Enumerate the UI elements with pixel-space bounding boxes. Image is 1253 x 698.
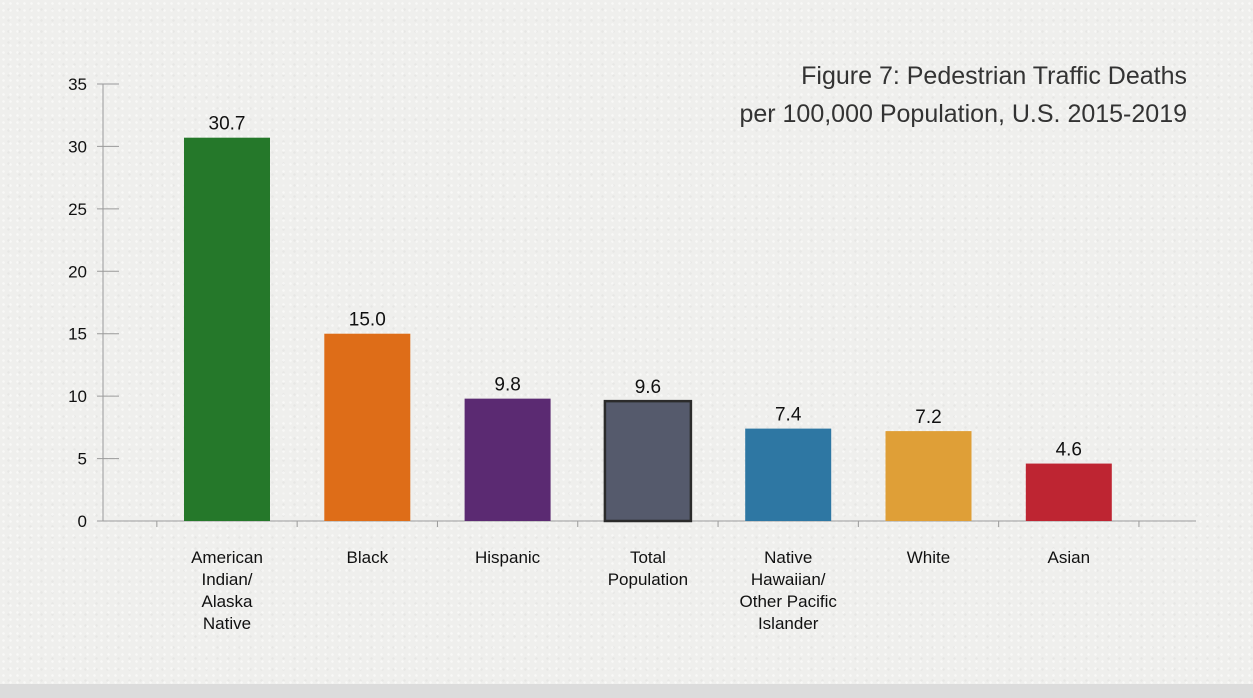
labels: 30.7 American Indian/Alaska Native 15.0 Black… [191,114,1090,633]
y-tick-label: 35 [68,75,87,94]
y-tick-label: 30 [68,137,87,156]
y-tick-label: 10 [68,387,87,406]
chart-title: Figure 7: Pedestrian Traffic Deaths per … [739,62,1187,128]
chart-title-line-1: Figure 7: Pedestrian Traffic Deaths [801,62,1187,90]
data-label: 9.6 [635,377,661,398]
y-tick-label: 15 [68,325,87,344]
bar [324,333,411,521]
bars [184,137,1112,523]
chart-title-line-2: per 100,000 Population, U.S. 2015-2019 [739,100,1187,128]
category-label: Asian [1048,548,1091,567]
data-label: 30.7 [209,114,246,135]
bar [184,137,270,521]
data-label: 7.4 [775,405,802,426]
data-label: 7.2 [915,407,941,428]
y-tick-label: 5 [78,450,87,469]
axes: 0 5 10 15 20 25 30 35 [68,75,1196,531]
category-label: Hispanic [475,548,541,567]
y-tick-label: 20 [68,262,87,281]
y-tick-label: 25 [68,200,87,219]
data-label: 4.6 [1056,440,1082,461]
data-label: 9.8 [494,375,520,396]
bar [464,398,551,521]
y-tick-label: 0 [78,512,87,531]
category-label: American Indian/Alaska Native [191,548,263,633]
category-label: Black [347,548,389,567]
bar [603,399,693,523]
data-label: 15.0 [349,310,386,331]
bar [745,428,832,521]
category-label: Native Hawaiian/Other Pacific Islander [740,548,838,633]
category-label: White [907,548,950,567]
bottom-strip [0,684,1253,698]
bar [885,431,972,521]
category-label: Total Population [608,548,688,589]
bar [1025,463,1112,521]
